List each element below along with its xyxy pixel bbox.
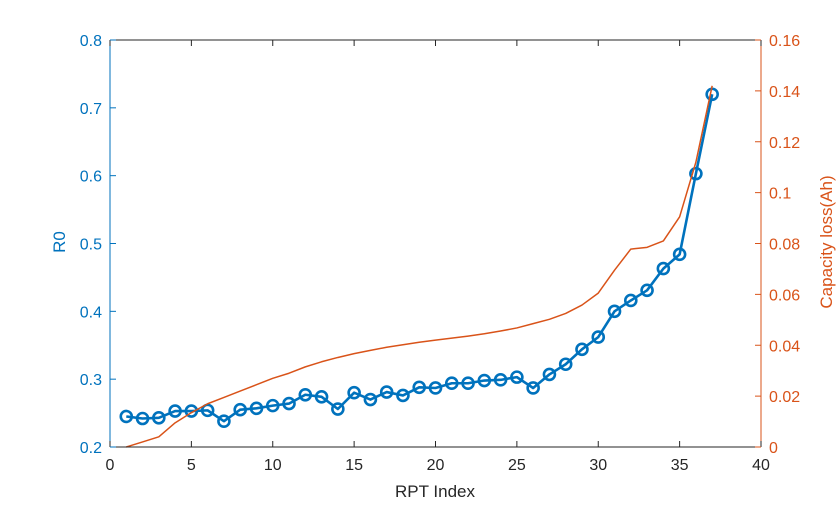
r0-data-point — [152, 411, 166, 425]
r0-data-point — [331, 402, 345, 416]
x-tick-label: 0 — [106, 457, 115, 474]
left-y-tick-label: 0.4 — [80, 304, 102, 321]
axes — [109, 39, 762, 448]
r0-data-point — [689, 166, 703, 181]
capacity-loss-series-line — [126, 85, 713, 448]
r0-data-point — [396, 388, 410, 403]
right-y-tick-label: 0.08 — [769, 237, 800, 254]
r0-data-point — [558, 357, 573, 372]
r0-data-point — [656, 261, 671, 276]
r0-data-point — [119, 409, 134, 424]
right-y-tick-label: 0.1 — [769, 186, 791, 203]
r0-data-point — [347, 385, 361, 400]
r0-data-point — [282, 396, 296, 411]
r0-data-point — [444, 376, 459, 391]
r0-data-point — [461, 376, 475, 391]
x-tick-label: 15 — [345, 457, 363, 474]
right-y-tick-label: 0.04 — [769, 338, 800, 355]
r0-data-point — [477, 373, 492, 388]
r0-data-point — [363, 392, 378, 407]
right-y-tick-label: 0.16 — [769, 33, 800, 50]
r0-data-point — [428, 381, 443, 395]
x-tick-label: 5 — [187, 457, 196, 474]
r0-data-point — [493, 373, 508, 387]
ticks: 0 5 10 15 20 25 30 35 40 0.2 0.3 0.4 0.5 0.6 0.7 0.8 0 0.… — [80, 33, 800, 474]
r0-data-point — [526, 381, 540, 395]
r0-data-point — [217, 414, 231, 429]
r0-data-point — [298, 387, 313, 402]
x-tick-label: 25 — [508, 457, 526, 474]
r0-data-point — [510, 370, 524, 384]
right-y-tick-label: 0.06 — [769, 287, 800, 304]
r0-data-point — [379, 385, 394, 399]
r0-data-point — [607, 304, 622, 319]
right-y-tick-label: 0.12 — [769, 135, 800, 152]
right-y-axis-title: Capacity loss(Ah) — [817, 175, 836, 308]
x-tick-label: 40 — [752, 457, 770, 474]
r0-data-point — [575, 342, 589, 357]
x-tick-label: 30 — [589, 457, 607, 474]
left-y-tick-label: 0.3 — [80, 372, 102, 389]
r0-data-point — [233, 402, 247, 417]
left-y-tick-label: 0.8 — [80, 33, 102, 50]
r0-data-point — [249, 401, 264, 416]
x-axis-title: RPT Index — [395, 482, 476, 501]
r0-series-line — [126, 94, 714, 423]
r0-data-point — [135, 411, 150, 426]
r0-data-point — [265, 398, 280, 413]
right-y-tick-label: 0.14 — [769, 84, 800, 101]
r0-data-point — [314, 390, 329, 404]
x-tick-label: 35 — [671, 457, 689, 474]
left-y-tick-label: 0.7 — [80, 101, 102, 118]
r0-data-point — [591, 330, 606, 344]
left-y-axis-title: R0 — [50, 231, 69, 253]
x-tick-label: 20 — [427, 457, 445, 474]
x-tick-label: 10 — [264, 457, 282, 474]
left-y-tick-label: 0.2 — [80, 440, 102, 457]
left-y-tick-label: 0.6 — [80, 169, 102, 186]
r0-data-point — [542, 367, 557, 382]
plot-area — [119, 85, 719, 448]
right-y-tick-label: 0 — [769, 440, 778, 457]
r0-data-point — [200, 403, 215, 418]
r0-data-point — [672, 247, 687, 262]
r0-data-point — [168, 404, 182, 418]
r0-data-point — [184, 404, 199, 418]
left-y-tick-label: 0.5 — [80, 237, 102, 254]
r0-data-point — [640, 283, 654, 298]
r0-data-point — [412, 380, 427, 395]
right-y-tick-label: 0.02 — [769, 389, 800, 406]
r0-data-point — [623, 293, 638, 308]
